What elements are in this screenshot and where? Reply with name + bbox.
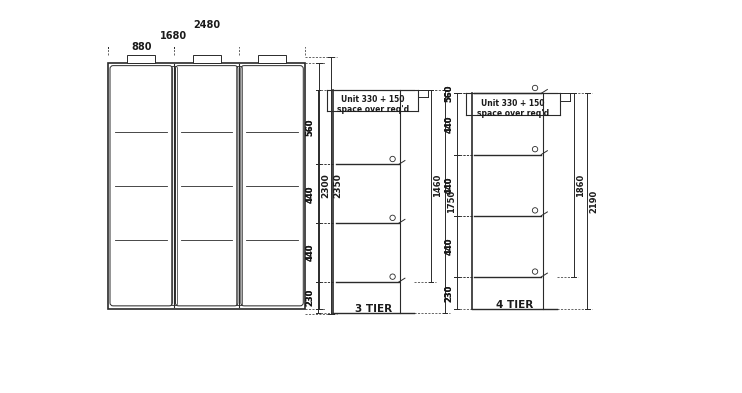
Text: 440: 440 xyxy=(444,176,453,194)
Text: 440: 440 xyxy=(306,244,315,261)
Bar xyxy=(127,55,155,62)
Text: 230: 230 xyxy=(444,284,453,302)
Text: 1680: 1680 xyxy=(160,31,188,41)
Text: 4 TIER: 4 TIER xyxy=(496,300,533,310)
Text: 560: 560 xyxy=(306,118,315,136)
Text: 3 TIER: 3 TIER xyxy=(355,303,393,314)
Text: 230: 230 xyxy=(306,289,315,306)
FancyBboxPatch shape xyxy=(241,66,303,306)
FancyBboxPatch shape xyxy=(110,66,172,306)
Text: 1460: 1460 xyxy=(433,174,442,197)
Text: Unit 330 + 150
space over req'd: Unit 330 + 150 space over req'd xyxy=(337,95,409,114)
Text: Unit 330 + 150
space over req'd: Unit 330 + 150 space over req'd xyxy=(477,99,549,118)
Text: 1750: 1750 xyxy=(447,189,456,213)
Text: 440: 440 xyxy=(306,244,315,261)
FancyBboxPatch shape xyxy=(175,66,238,306)
Text: 880: 880 xyxy=(131,42,151,52)
Text: 1860: 1860 xyxy=(576,174,585,197)
Bar xyxy=(112,66,301,305)
Text: 2190: 2190 xyxy=(590,189,599,213)
Text: 440: 440 xyxy=(444,238,453,255)
Text: 440: 440 xyxy=(306,185,315,202)
Text: 560: 560 xyxy=(444,84,453,102)
Text: 230: 230 xyxy=(306,289,315,306)
Text: 230: 230 xyxy=(444,284,453,302)
Text: 560: 560 xyxy=(306,118,315,136)
Bar xyxy=(258,55,286,62)
Bar xyxy=(108,62,305,309)
Text: 560: 560 xyxy=(444,84,453,102)
Text: 440: 440 xyxy=(306,185,315,202)
Text: 440: 440 xyxy=(444,176,453,194)
Text: 2300: 2300 xyxy=(321,173,330,198)
Text: 2350: 2350 xyxy=(333,173,342,198)
Text: 2480: 2480 xyxy=(193,20,220,30)
Bar xyxy=(193,55,220,62)
Text: 440: 440 xyxy=(444,115,453,133)
Text: 440: 440 xyxy=(444,238,453,255)
Text: 440: 440 xyxy=(444,115,453,133)
